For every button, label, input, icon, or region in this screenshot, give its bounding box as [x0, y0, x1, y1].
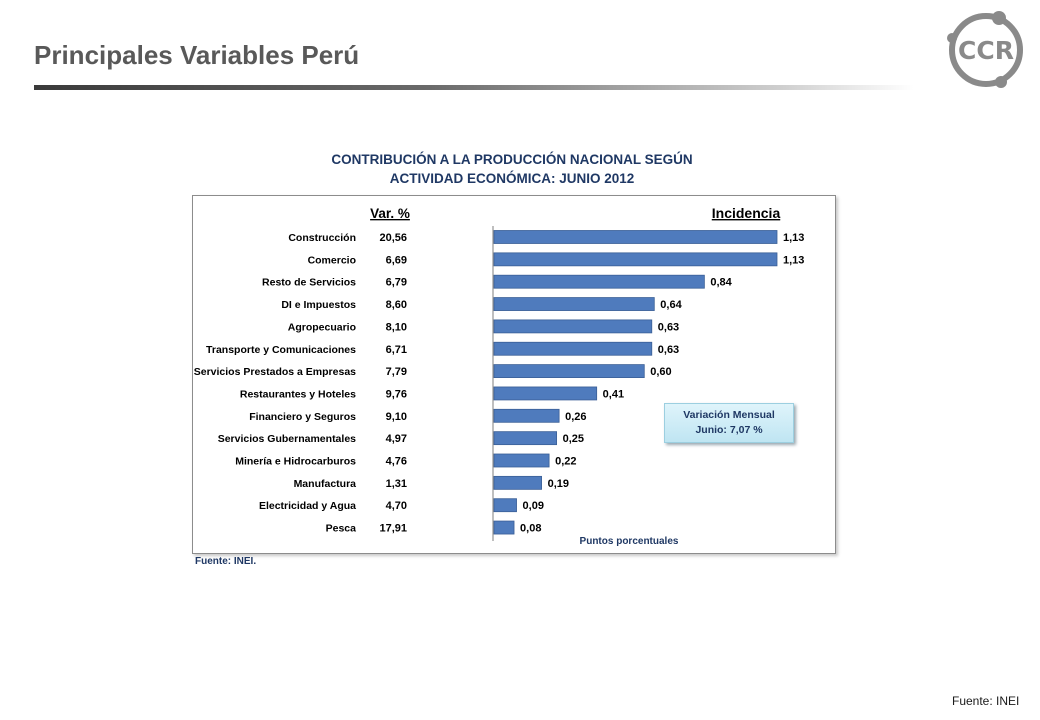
monthly-variation-callout: Variación Mensual Junio: 7,07 %: [664, 403, 794, 443]
category-label: Financiero y Seguros: [249, 411, 356, 423]
bar: [493, 453, 550, 468]
bar-value-label: 0,26: [565, 411, 586, 423]
var-pct-value: 9,76: [386, 388, 407, 400]
category-label: Transporte y Comunicaciones: [206, 344, 356, 356]
slide-title: Principales Variables Perú: [34, 40, 360, 70]
bar-value-label: 0,64: [660, 299, 682, 311]
var-pct-value: 4,76: [386, 456, 407, 468]
chart-canvas: Var. % Incidencia Construcción 20,56 1,13 Com…: [194, 205, 805, 547]
var-pct-value: 8,10: [386, 321, 407, 333]
category-label: Electricidad y Agua: [259, 500, 356, 512]
category-label: Minería e Hidrocarburos: [235, 456, 356, 468]
var-pct-value: 6,79: [386, 277, 407, 289]
var-pct-value: 17,91: [379, 523, 407, 535]
chart-title-line-1: CONTRIBUCIÓN A LA PRODUCCIÓN NACIONAL SE…: [331, 152, 693, 167]
bar-value-label: 0,09: [523, 500, 544, 512]
var-pct-value: 4,70: [386, 500, 407, 512]
category-label: DI e Impuestos: [281, 299, 356, 311]
ccr-logo: CCR: [947, 11, 1023, 88]
var-pct-value: 7,79: [386, 366, 407, 378]
bar-value-label: 0,60: [650, 366, 671, 378]
bar-value-label: 0,84: [710, 277, 732, 289]
bar: [493, 341, 653, 356]
var-pct-value: 8,60: [386, 299, 407, 311]
bar: [493, 252, 778, 267]
slide-source: Fuente: INEI: [952, 694, 1020, 708]
chart-title: CONTRIBUCIÓN A LA PRODUCCIÓN NACIONAL SE…: [250, 150, 774, 188]
bar: [493, 386, 598, 401]
bar-value-label: 0,63: [658, 321, 679, 333]
category-label: Comercio: [308, 254, 356, 266]
bar: [493, 319, 653, 334]
var-pct-value: 1,31: [386, 478, 407, 490]
bar: [493, 230, 778, 244]
callout-line-2: Junio: 7,07 %: [695, 424, 763, 436]
var-pct-header: Var. %: [370, 206, 410, 221]
bar-value-label: 0,63: [658, 344, 679, 356]
category-label: Pesca: [326, 523, 357, 535]
bar-value-label: 1,13: [783, 254, 804, 266]
category-label: Construcción: [288, 232, 356, 244]
bar: [493, 274, 705, 289]
chart-source: Fuente: INEI.: [195, 556, 257, 567]
bar-value-label: 0,19: [548, 478, 569, 490]
bar: [493, 297, 655, 311]
bar-value-label: 0,08: [520, 523, 541, 535]
var-pct-value: 6,69: [386, 254, 407, 266]
chart-frame: Var. % Incidencia Construcción 20,56 1,13 Com…: [192, 195, 836, 554]
bar: [493, 408, 560, 423]
bar-value-label: 0,25: [563, 433, 584, 445]
category-label: Agropecuario: [288, 321, 356, 333]
bar: [493, 520, 515, 535]
var-pct-value: 4,97: [386, 433, 407, 445]
category-label: Manufactura: [294, 478, 357, 490]
title-divider: [34, 85, 914, 90]
var-pct-value: 9,10: [386, 411, 407, 423]
bar: [493, 498, 517, 513]
var-pct-value: 6,71: [386, 344, 407, 356]
category-label: Restaurantes y Hoteles: [240, 388, 356, 400]
callout-line-1: Variación Mensual: [683, 409, 775, 421]
bar: [493, 364, 645, 379]
bar-value-label: 0,41: [603, 388, 624, 400]
category-label: Resto de Servicios: [262, 277, 356, 289]
category-label: Servicios Gubernamentales: [218, 433, 356, 445]
bar: [493, 431, 558, 446]
bar-value-label: 0,22: [555, 456, 576, 468]
chart-title-line-2: ACTIVIDAD ECONÓMICA: JUNIO 2012: [389, 171, 635, 186]
incidencia-header: Incidencia: [712, 205, 781, 221]
x-axis-label: Puntos porcentuales: [580, 536, 679, 547]
logo-text: CCR: [958, 36, 1014, 65]
category-label: Servicios Prestados a Empresas: [194, 366, 356, 378]
bar-value-label: 1,13: [783, 232, 804, 244]
bar: [493, 475, 542, 490]
var-pct-value: 20,56: [379, 232, 407, 244]
